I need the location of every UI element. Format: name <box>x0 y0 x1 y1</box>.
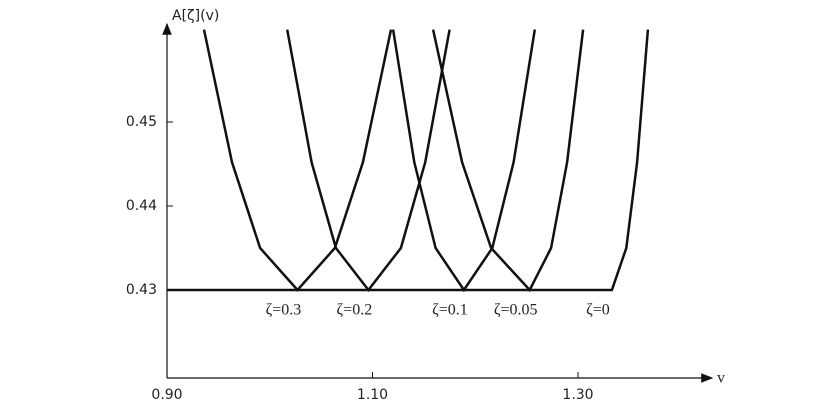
curve <box>202 29 393 292</box>
x-tick-label: 1.10 <box>357 387 388 403</box>
x-tick-label: 0.90 <box>151 387 182 403</box>
x-axis-label: v <box>717 370 725 387</box>
curve <box>431 29 585 293</box>
curve-label: ζ=0.1 <box>432 302 468 319</box>
curve <box>391 29 537 293</box>
curve-label: ζ=0.2 <box>337 302 373 319</box>
y-axis-label: A[ζ](v) <box>172 8 219 24</box>
curve <box>167 29 650 292</box>
curve-label: ζ=0.3 <box>266 302 302 319</box>
curve-label: ζ=0 <box>586 302 610 319</box>
x-tick-label: 1.30 <box>562 387 593 403</box>
curve-label: ζ=0.05 <box>494 302 538 319</box>
curve <box>285 29 451 293</box>
y-tick-label: 0.44 <box>126 198 157 214</box>
y-tick-label: 0.43 <box>126 282 157 298</box>
y-tick-label: 0.45 <box>126 114 157 130</box>
